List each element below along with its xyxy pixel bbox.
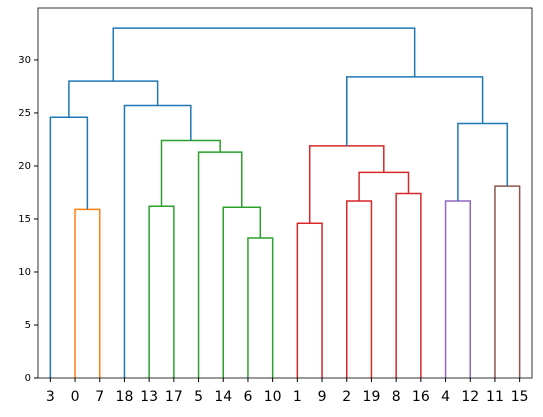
x-tick-label: 16: [412, 389, 430, 405]
x-tick-label: 5: [194, 389, 203, 405]
y-tick-label: 5: [25, 320, 31, 331]
link: [444, 200, 471, 378]
x-tick-label: 15: [511, 389, 529, 405]
link: [457, 122, 509, 201]
link: [222, 206, 262, 378]
link: [395, 192, 422, 378]
y-tick-label: 20: [18, 161, 31, 172]
link: [160, 139, 221, 207]
x-tick-label: 2: [342, 389, 351, 405]
link: [68, 80, 159, 118]
y-tick-label: 15: [18, 214, 31, 225]
x-tick-label: 6: [243, 389, 252, 405]
x-tick-label: 1: [293, 389, 302, 405]
link: [74, 208, 101, 378]
x-tick-label: 0: [71, 389, 80, 405]
link: [148, 205, 175, 378]
y-tick-label: 30: [18, 55, 31, 66]
x-tick-label: 12: [461, 389, 479, 405]
x-tick-label: 17: [165, 389, 183, 405]
x-tick-label: 10: [264, 389, 282, 405]
x-tick-label: 13: [140, 389, 158, 405]
link: [346, 76, 484, 146]
link: [296, 222, 323, 378]
link: [494, 185, 521, 378]
x-tick-label: 18: [116, 389, 134, 405]
link: [247, 237, 274, 378]
link: [123, 104, 192, 378]
x-tick-label: 19: [363, 389, 381, 405]
x-tick-label: 11: [486, 389, 504, 405]
link: [112, 27, 416, 82]
x-tick-label: 9: [318, 389, 327, 405]
link: [358, 171, 410, 201]
x-tick-label: 4: [441, 389, 450, 405]
y-tick-label: 0: [25, 373, 31, 384]
y-tick-label: 25: [18, 108, 31, 119]
link: [49, 116, 89, 378]
x-tick-label: 14: [214, 389, 232, 405]
plot-frame: [37, 7, 533, 379]
x-tick-label: 8: [392, 389, 401, 405]
y-tick-label: 10: [18, 267, 31, 278]
x-tick-label: 7: [95, 389, 104, 405]
x-tick-label: 3: [46, 389, 55, 405]
link: [197, 151, 243, 378]
link: [346, 200, 373, 378]
